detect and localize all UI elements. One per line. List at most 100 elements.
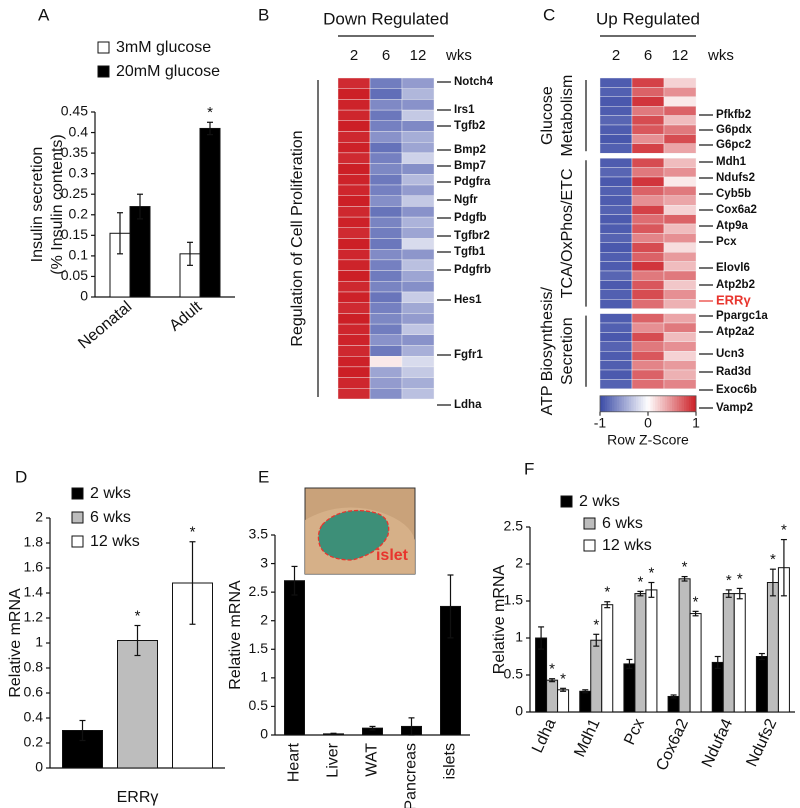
legend-label: 2 wks [579, 493, 620, 510]
significance: * [549, 661, 555, 678]
heatmap-cell [401, 377, 435, 389]
significance: * [637, 573, 643, 590]
heatmap-cell [369, 366, 403, 378]
colorbar-swatch [638, 395, 642, 412]
heatmap-cell [401, 99, 435, 111]
heatmap-cell [599, 251, 633, 262]
heatmap-cell [663, 341, 697, 352]
bar [199, 127, 221, 298]
heatmap-cell [337, 131, 371, 143]
row-label: G6pc2 [716, 139, 751, 151]
row-label: Pfkfb2 [716, 109, 751, 121]
y-tick-label: 0 [515, 703, 523, 719]
heatmap-cell [337, 77, 371, 89]
error-bar [582, 689, 589, 694]
y-tick-label: 1.5 [249, 640, 269, 656]
heatmap-cell [663, 270, 697, 281]
error-bar [692, 610, 699, 617]
bar [579, 690, 592, 713]
error-bar [187, 241, 193, 266]
error-bar [648, 581, 655, 598]
heatmap-cell [631, 96, 665, 107]
heatmap-cell [631, 214, 665, 225]
heatmap-cell [663, 369, 697, 380]
heatmap-cell [401, 302, 435, 314]
panel-label: B [258, 5, 269, 24]
significance: * [560, 670, 566, 687]
legend-swatch [583, 517, 596, 530]
column-label: 12 [672, 47, 689, 64]
error-bar [207, 121, 213, 136]
colorbar-swatch [602, 395, 606, 412]
y-axis-title: Insulin secretion [29, 147, 46, 263]
row-label: Atp2a2 [716, 326, 754, 338]
x-tick-label: Liver [325, 742, 342, 777]
bar [634, 593, 647, 713]
significance: * [135, 607, 141, 624]
heatmap-cell [663, 115, 697, 126]
heatmap-cell [599, 214, 633, 225]
heatmap-cell [631, 270, 665, 281]
bar [601, 604, 614, 713]
heatmap-cell [369, 88, 403, 100]
heatmap-cell [401, 131, 435, 143]
y-tick-label: 1 [515, 629, 523, 645]
y-tick-label: 0.6 [24, 684, 44, 700]
heatmap-cell [337, 302, 371, 314]
heatmap-cell [631, 77, 665, 88]
heatmap-cell [369, 302, 403, 314]
heatmap-cell [631, 143, 665, 154]
row-label: Tgfb2 [454, 120, 485, 132]
colorbar-swatch [657, 395, 661, 412]
colorbar-swatch [643, 395, 647, 412]
row-label: Tgfbr2 [454, 230, 490, 242]
y-tick-label: 0 [35, 759, 43, 775]
y-tick-label: 0.35 [61, 144, 88, 160]
heatmap-cell [599, 299, 633, 309]
heatmap-cell [337, 334, 371, 346]
heatmap-cell [369, 99, 403, 111]
significance: * [770, 551, 776, 568]
heatmap-cell [369, 291, 403, 303]
row-label: Rad3d [716, 366, 751, 378]
bar [645, 589, 658, 713]
heatmap-cell [599, 195, 633, 206]
heatmap-cell [337, 195, 371, 207]
colorbar-swatch [628, 395, 632, 412]
colorbar-swatch [652, 395, 656, 412]
heatmap-cell [599, 341, 633, 352]
legend-label: 3mM glucose [116, 39, 211, 56]
heatmap-cell [663, 134, 697, 144]
heatmap-cell [599, 176, 633, 187]
colorbar-title: Row Z-Score [607, 432, 689, 448]
error-bar [549, 678, 556, 683]
y-tick-label: 0.4 [24, 709, 44, 725]
error-bar [408, 717, 415, 736]
column-label: 6 [644, 47, 652, 64]
significance: * [604, 584, 610, 601]
colorbar-swatch [684, 395, 687, 412]
legend-label: 12 wks [90, 533, 140, 550]
heatmap-cell [599, 204, 633, 215]
legend-swatch [71, 511, 84, 524]
heatmap-cell [401, 248, 435, 261]
panel-label: D [15, 467, 27, 486]
legend-swatch [71, 487, 84, 500]
error-bar [291, 565, 298, 596]
error-bar [560, 687, 567, 692]
row-label: Ldha [454, 399, 482, 411]
heatmap-cell [663, 251, 697, 262]
y-axis-title: (% Insulin contents) [49, 134, 66, 275]
heatmap-cell [631, 379, 665, 389]
bar [284, 580, 305, 736]
heatmap-cell [337, 174, 371, 186]
panel-label: C [543, 5, 555, 24]
heatmap-cell [631, 115, 665, 126]
heatmap-cell [369, 120, 403, 132]
heatmap-cell [401, 270, 435, 282]
heatmap-cell [599, 351, 633, 361]
y-tick-label: 0.05 [61, 267, 88, 283]
colorbar-swatch [604, 395, 608, 412]
heatmap-cell [599, 261, 633, 272]
y-tick-label: 3 [260, 554, 268, 570]
